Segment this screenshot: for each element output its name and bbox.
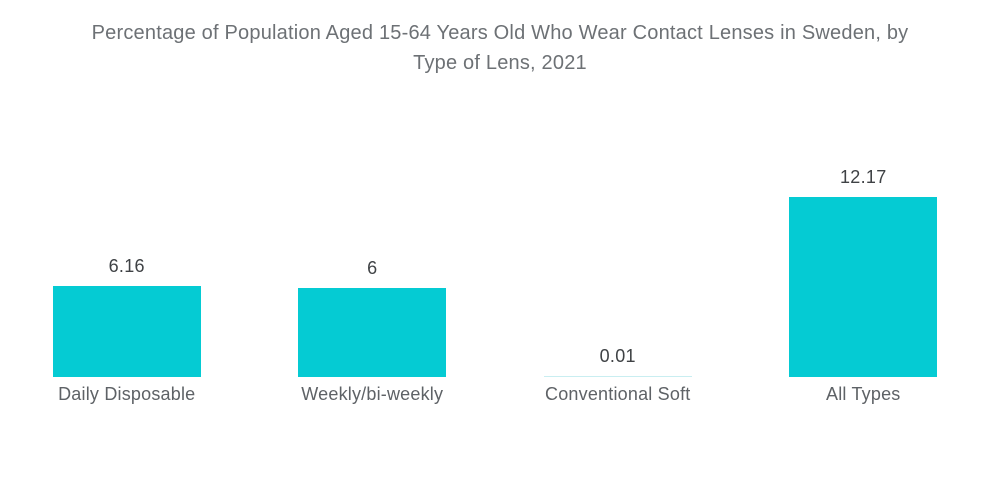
bars-row: 6.16 6 0.01 12.17 (4, 90, 986, 377)
bar (298, 288, 447, 377)
bar-value-label: 0.01 (599, 346, 636, 366)
bar (789, 197, 938, 377)
chart-title-line2: Type of Lens, 2021 (413, 52, 587, 74)
bar-column: 6 (250, 90, 496, 377)
bar-value-label: 6 (367, 258, 378, 278)
category-label: Conventional Soft (545, 384, 691, 404)
bar-column: 0.01 (495, 90, 741, 377)
bar (52, 286, 201, 377)
category-label: All Types (825, 384, 901, 404)
bar-value-label: 12.17 (839, 167, 887, 187)
bar (543, 376, 692, 377)
chart-title: Percentage of Population Aged 15-64 Year… (30, 18, 970, 78)
bar-value-label: 6.16 (108, 256, 145, 276)
labels-row: Daily Disposable Weekly/bi-weekly Conventi… (4, 384, 986, 405)
category-label: Daily Disposable (58, 384, 196, 404)
category-label: Weekly/bi-weekly (301, 384, 444, 404)
bar-column: 12.17 (741, 90, 987, 377)
chart-title-line1: Percentage of Population Aged 15-64 Year… (91, 22, 909, 44)
bar-column: 6.16 (4, 90, 250, 377)
